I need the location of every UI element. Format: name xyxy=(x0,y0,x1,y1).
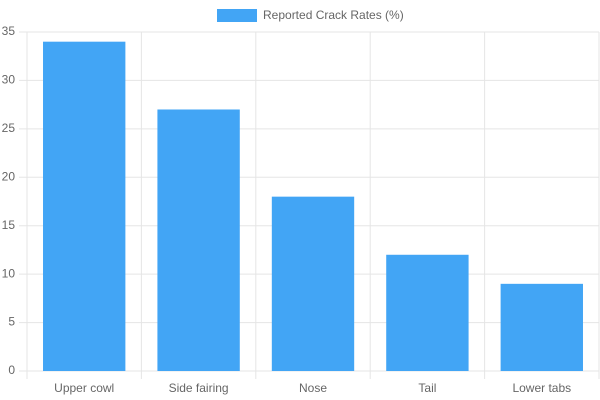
x-tick-label: Upper cowl xyxy=(54,381,114,395)
y-tick-label: 35 xyxy=(2,24,16,38)
y-tick-label: 20 xyxy=(2,169,16,183)
bar xyxy=(43,41,126,371)
y-tick-label: 30 xyxy=(2,73,16,87)
legend-swatch xyxy=(217,9,257,22)
bar xyxy=(271,196,355,371)
bar xyxy=(386,254,469,371)
x-tick-label: Nose xyxy=(299,381,327,395)
bar xyxy=(500,283,583,371)
bar xyxy=(157,109,240,371)
x-tick-label: Lower tabs xyxy=(512,381,571,395)
y-tick-label: 25 xyxy=(2,121,16,135)
x-tick-label: Tail xyxy=(418,381,436,395)
legend-label: Reported Crack Rates (%) xyxy=(263,8,404,22)
y-tick-label: 0 xyxy=(8,363,15,377)
x-tick-label: Side fairing xyxy=(169,381,229,395)
y-tick-label: 15 xyxy=(2,218,16,232)
y-tick-label: 5 xyxy=(8,315,15,329)
y-tick-label: 10 xyxy=(2,266,16,280)
